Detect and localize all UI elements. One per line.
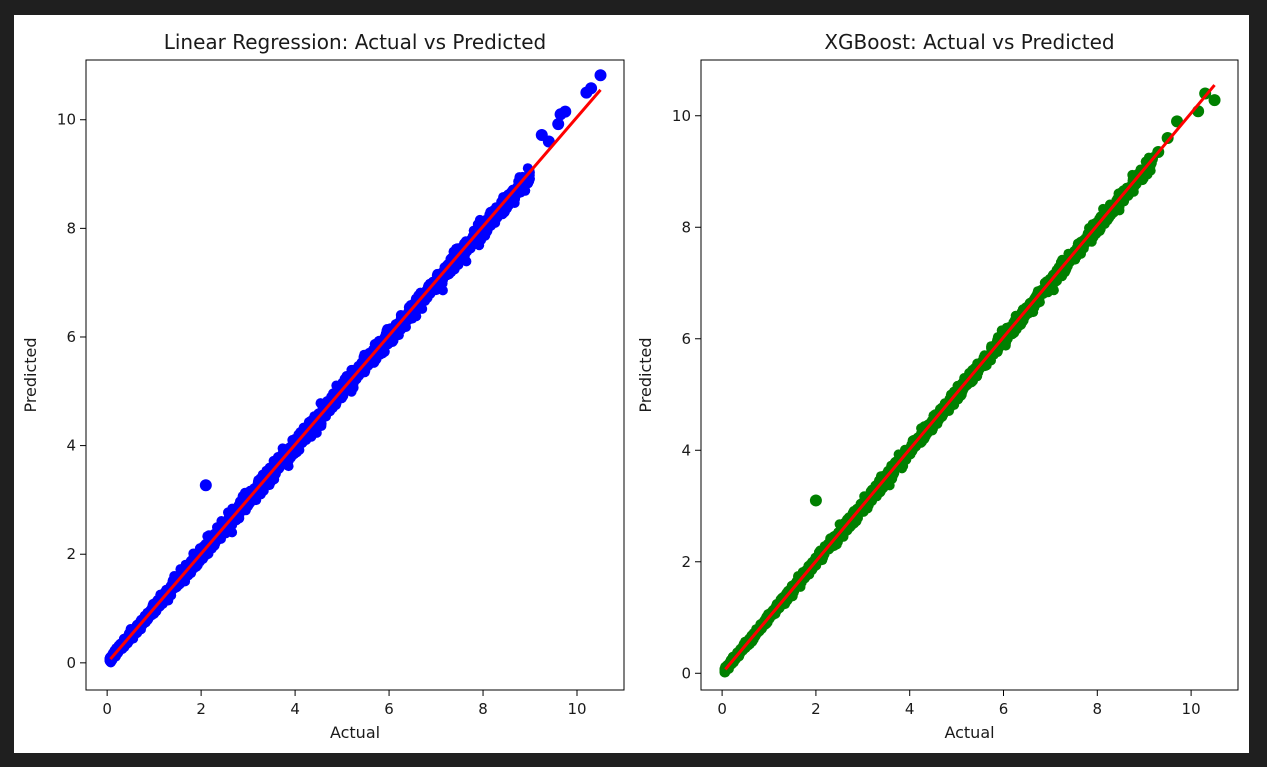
data-point xyxy=(552,118,565,131)
x-tick-label: 0 xyxy=(717,700,727,718)
x-tick-label: 4 xyxy=(290,700,300,718)
y-tick-label: 6 xyxy=(66,328,76,346)
x-tick-label: 2 xyxy=(811,700,821,718)
axes-frame xyxy=(700,59,1239,691)
linear-regression-subplot: Linear Regression: Actual vs Predicted 0… xyxy=(21,30,625,742)
figure-canvas: Linear Regression: Actual vs Predicted 0… xyxy=(21,30,1239,742)
y-tick-label: 2 xyxy=(681,553,691,571)
y-tick-label: 4 xyxy=(66,437,76,455)
data-point xyxy=(216,516,227,526)
x-axis-ticks: 0 2 4 6 8 10 xyxy=(717,690,1201,718)
data-point xyxy=(821,541,832,551)
x-axis-label: Actual xyxy=(330,723,380,742)
y-tick-label: 6 xyxy=(681,330,691,348)
y-tick-label: 8 xyxy=(681,218,691,236)
y-tick-label: 0 xyxy=(66,654,76,672)
reference-line xyxy=(109,88,602,661)
x-axis-label: Actual xyxy=(944,723,994,742)
x-tick-label: 2 xyxy=(196,700,206,718)
data-point xyxy=(834,519,845,530)
data-point xyxy=(559,105,572,118)
chart-title: Linear Regression: Actual vs Predicted xyxy=(164,30,547,54)
y-axis-label: Predicted xyxy=(21,337,40,412)
data-point xyxy=(416,303,427,314)
y-tick-label: 8 xyxy=(66,219,76,237)
data-point xyxy=(819,548,830,559)
data-point xyxy=(585,82,598,95)
data-point xyxy=(1208,94,1221,107)
x-tick-label: 8 xyxy=(1093,700,1103,718)
data-point xyxy=(1086,235,1096,246)
data-point xyxy=(1095,224,1106,235)
data-point xyxy=(809,494,822,507)
data-point xyxy=(1017,306,1028,317)
data-point xyxy=(199,479,212,492)
xgboost-subplot: XGBoost: Actual vs Predicted 0 2 4 6 8 10 0 2 4… xyxy=(636,30,1239,742)
y-tick-label: 10 xyxy=(57,111,76,129)
y-tick-label: 2 xyxy=(66,545,76,563)
x-tick-label: 6 xyxy=(999,700,1009,718)
x-tick-label: 4 xyxy=(905,700,915,718)
y-axis-ticks: 0 2 4 6 8 10 xyxy=(672,107,701,682)
x-tick-label: 0 xyxy=(102,700,112,718)
data-point xyxy=(1161,132,1174,145)
data-point xyxy=(316,421,327,431)
y-axis-ticks: 0 2 4 6 8 10 xyxy=(57,111,86,672)
figure: Linear Regression: Actual vs Predicted 0… xyxy=(14,15,1249,753)
data-point xyxy=(1114,201,1125,212)
y-tick-label: 4 xyxy=(681,441,691,459)
y-tick-label: 0 xyxy=(681,664,691,682)
x-tick-label: 10 xyxy=(567,700,586,718)
x-axis-ticks: 0 2 4 6 8 10 xyxy=(102,690,587,718)
data-point xyxy=(594,69,607,82)
y-axis-label: Predicted xyxy=(636,337,655,412)
x-tick-label: 6 xyxy=(384,700,394,718)
y-tick-label: 10 xyxy=(672,107,691,125)
data-point xyxy=(1031,295,1042,306)
chart-title: XGBoost: Actual vs Predicted xyxy=(824,30,1114,54)
axes-frame xyxy=(85,59,625,691)
x-tick-label: 10 xyxy=(1182,700,1201,718)
reference-line xyxy=(724,84,1216,671)
x-tick-label: 8 xyxy=(478,700,488,718)
